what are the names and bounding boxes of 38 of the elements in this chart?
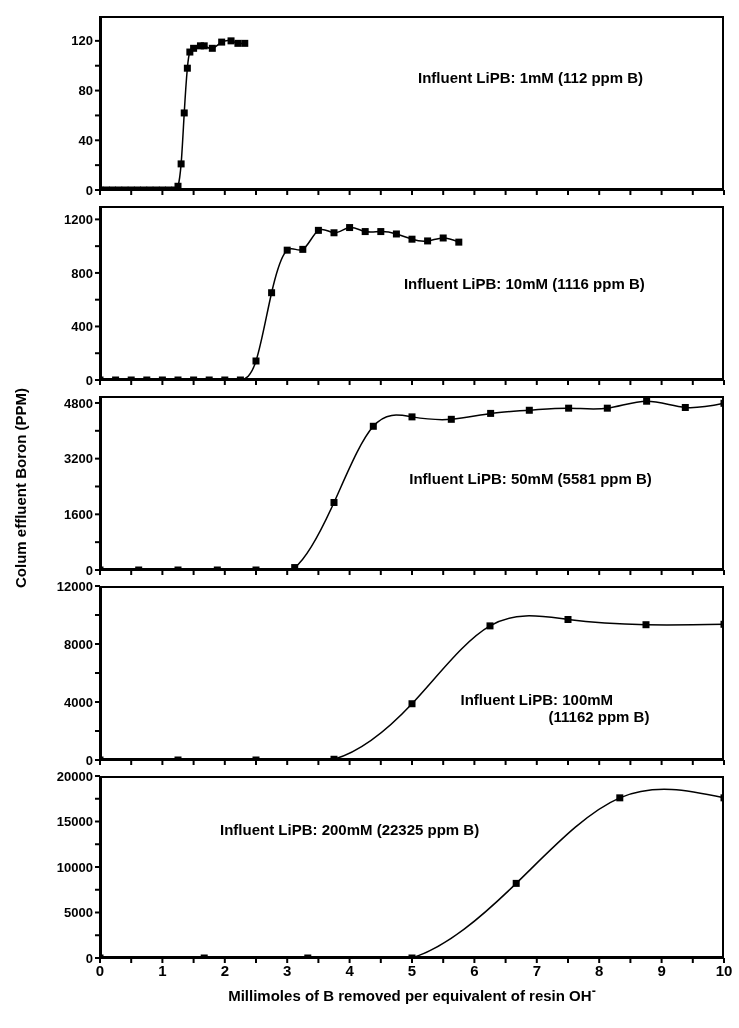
y-tick-label: 120 xyxy=(71,33,93,49)
y-tick-label: 0 xyxy=(85,950,93,966)
x-tick-label: 1 xyxy=(158,961,167,979)
annotation: Influent LiPB: 10mM (1116 ppm B) xyxy=(403,274,645,292)
y-tick-label: 80 xyxy=(78,83,93,99)
x-tick-label: 3 xyxy=(283,961,292,979)
y-tick-label: 400 xyxy=(71,319,93,335)
x-tick-label: 8 xyxy=(595,961,604,979)
y-tick-label: 4800 xyxy=(64,395,93,411)
y-tick-label: 8000 xyxy=(64,636,93,652)
y-tick-label: 0 xyxy=(85,752,93,768)
y-tick-label: 40 xyxy=(78,132,93,148)
x-tick-label: 6 xyxy=(470,961,479,979)
x-tick-label: 9 xyxy=(657,961,666,979)
y-tick-label: 800 xyxy=(71,265,93,281)
annotation: Influent LiPB: 200mM (22325 ppm B) xyxy=(219,820,480,838)
annotation: Influent LiPB: 100mM (11162 ppm B) xyxy=(460,690,651,725)
y-tick-label: 5000 xyxy=(64,905,93,921)
x-tick-label: 7 xyxy=(532,961,541,979)
y-tick-label: 10000 xyxy=(56,859,93,875)
x-tick-label: 4 xyxy=(345,961,355,979)
annotation: Influent LiPB: 1mM (112 ppm B) xyxy=(418,68,644,86)
x-tick-label: 10 xyxy=(715,961,733,979)
y-tick-label: 0 xyxy=(85,182,93,198)
x-axis-title: Millimoles of B removed per equivalent of resin OH$^{-}$ xyxy=(227,984,597,1004)
annotation: Influent LiPB: 50mM (5581 ppm B) xyxy=(409,469,652,487)
y-tick-label: 3200 xyxy=(64,451,93,467)
y-axis-title: Colum effluent Boron (PPM) xyxy=(12,388,29,588)
y-tick-label: 1600 xyxy=(64,506,93,522)
y-tick-label: 20000 xyxy=(56,768,93,784)
y-tick-label: 4000 xyxy=(64,694,93,710)
y-tick-label: 0 xyxy=(85,372,93,388)
y-tick-label: 12000 xyxy=(56,578,93,594)
x-tick-label: 5 xyxy=(407,961,417,979)
y-tick-label: 1200 xyxy=(64,212,93,227)
x-tick-label: 2 xyxy=(220,961,229,979)
y-tick-label: 0 xyxy=(85,562,93,578)
y-tick-label: 15000 xyxy=(56,814,93,830)
